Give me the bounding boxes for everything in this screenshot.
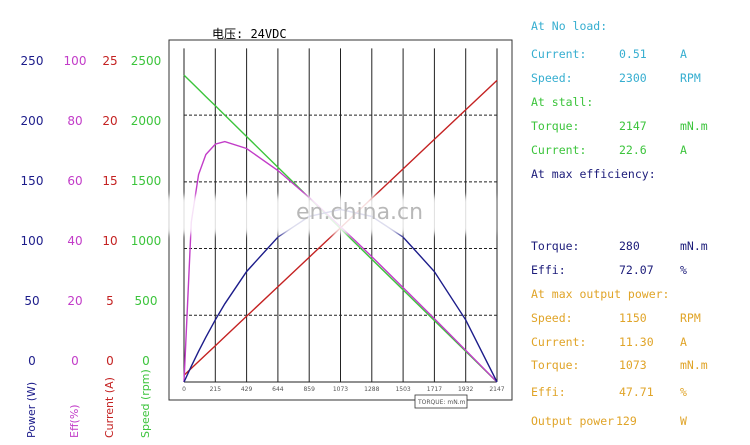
eff-axis-title: Eff(%)	[68, 404, 81, 438]
watermark: en.china.cn	[296, 200, 424, 225]
info-label: Current:	[531, 335, 587, 349]
eff-axis-tick: 20	[67, 294, 83, 308]
speed-axis-tick: 0	[142, 354, 150, 368]
info-label: Output power	[531, 414, 615, 428]
info-unit: %	[680, 263, 687, 277]
current-axis-tick: 25	[102, 54, 118, 68]
speed-axis-tick: 500	[134, 294, 158, 308]
current-axis-tick: 5	[106, 294, 114, 308]
info-label: Torque:	[531, 358, 580, 372]
info-value: 22.6	[619, 143, 647, 157]
info-unit: mN.m	[680, 119, 708, 133]
power-axis-tick: 0	[28, 354, 36, 368]
info-label: At max efficiency:	[531, 167, 656, 181]
speed-axis-tick: 1000	[130, 234, 162, 248]
info-label: At max output power:	[531, 287, 670, 301]
info-label: Torque:	[531, 119, 580, 133]
power-axis-tick: 200	[20, 114, 44, 128]
x-tick-label: 2147	[489, 386, 504, 393]
speed-axis-tick: 2000	[130, 114, 162, 128]
x-tick-label: 1503	[395, 386, 410, 393]
power-axis-tick: 150	[20, 174, 44, 188]
current-axis-tick: 15	[102, 174, 118, 188]
eff-axis-tick: 100	[63, 54, 87, 68]
x-tick-label: 0	[182, 386, 186, 393]
info-value: 2147	[619, 119, 647, 133]
chart-title: 电压: 24VDC	[212, 27, 287, 41]
info-label: Current:	[531, 47, 587, 61]
speed-axis-tick: 2500	[130, 54, 162, 68]
x-tick-label: 1073	[333, 386, 348, 393]
info-unit: W	[680, 414, 687, 428]
info-label: Speed:	[531, 311, 573, 325]
info-value: 1073	[619, 358, 647, 372]
info-label: Speed:	[531, 71, 573, 85]
x-tick-label: 859	[303, 386, 315, 393]
watermark-band	[165, 196, 495, 234]
current-axis-tick: 10	[102, 234, 118, 248]
eff-axis-tick: 80	[67, 114, 83, 128]
x-axis-title: TORQUE: mN.m	[417, 399, 466, 406]
info-label: At stall:	[531, 95, 594, 109]
power-curve	[183, 208, 498, 383]
info-unit: A	[680, 143, 687, 157]
info-value: 11.30	[619, 335, 654, 349]
info-value: 1150	[619, 311, 647, 325]
x-tick-label: 1717	[427, 386, 442, 393]
speed-axis-title: Speed (rpm)	[139, 369, 152, 438]
speed-axis-tick: 1500	[130, 174, 162, 188]
current-axis-title: Current (A)	[103, 377, 116, 438]
info-label: At No load:	[531, 19, 608, 33]
info-value: 47.71	[619, 385, 654, 399]
info-value: 0.51	[619, 47, 647, 61]
info-value: 2300	[619, 71, 647, 85]
info-value: 72.07	[619, 263, 654, 277]
x-tick-label: 644	[272, 386, 284, 393]
power-axis-tick: 250	[20, 54, 44, 68]
info-label: Current:	[531, 143, 587, 157]
x-tick-label: 215	[210, 386, 222, 393]
eff-axis-tick: 0	[71, 354, 79, 368]
info-unit: mN.m	[680, 239, 708, 253]
current-axis-tick: 0	[106, 354, 114, 368]
power-axis-title: Power (W)	[25, 381, 38, 438]
info-value: 129	[616, 414, 637, 428]
info-unit: mN.m	[680, 358, 708, 372]
info-value: 280	[619, 239, 640, 253]
x-tick-label: 1932	[458, 386, 473, 393]
info-unit: A	[680, 47, 687, 61]
eff-axis-tick: 60	[67, 174, 83, 188]
eff-curve	[183, 140, 498, 383]
current-curve	[183, 79, 498, 376]
power-axis-tick: 100	[20, 234, 44, 248]
x-tick-label: 429	[241, 386, 253, 393]
info-unit: A	[680, 335, 687, 349]
x-tick-label: 1288	[364, 386, 379, 393]
info-label: Torque:	[531, 239, 580, 253]
current-axis-tick: 20	[102, 114, 118, 128]
info-unit: RPM	[680, 71, 701, 85]
info-label: Effi:	[531, 385, 566, 399]
info-unit: %	[680, 385, 687, 399]
speed-curve	[183, 74, 498, 383]
power-axis-tick: 50	[24, 294, 40, 308]
x-axis-title-box	[414, 394, 468, 409]
info-label: Effi:	[531, 263, 566, 277]
eff-axis-tick: 40	[67, 234, 83, 248]
info-unit: RPM	[680, 311, 701, 325]
